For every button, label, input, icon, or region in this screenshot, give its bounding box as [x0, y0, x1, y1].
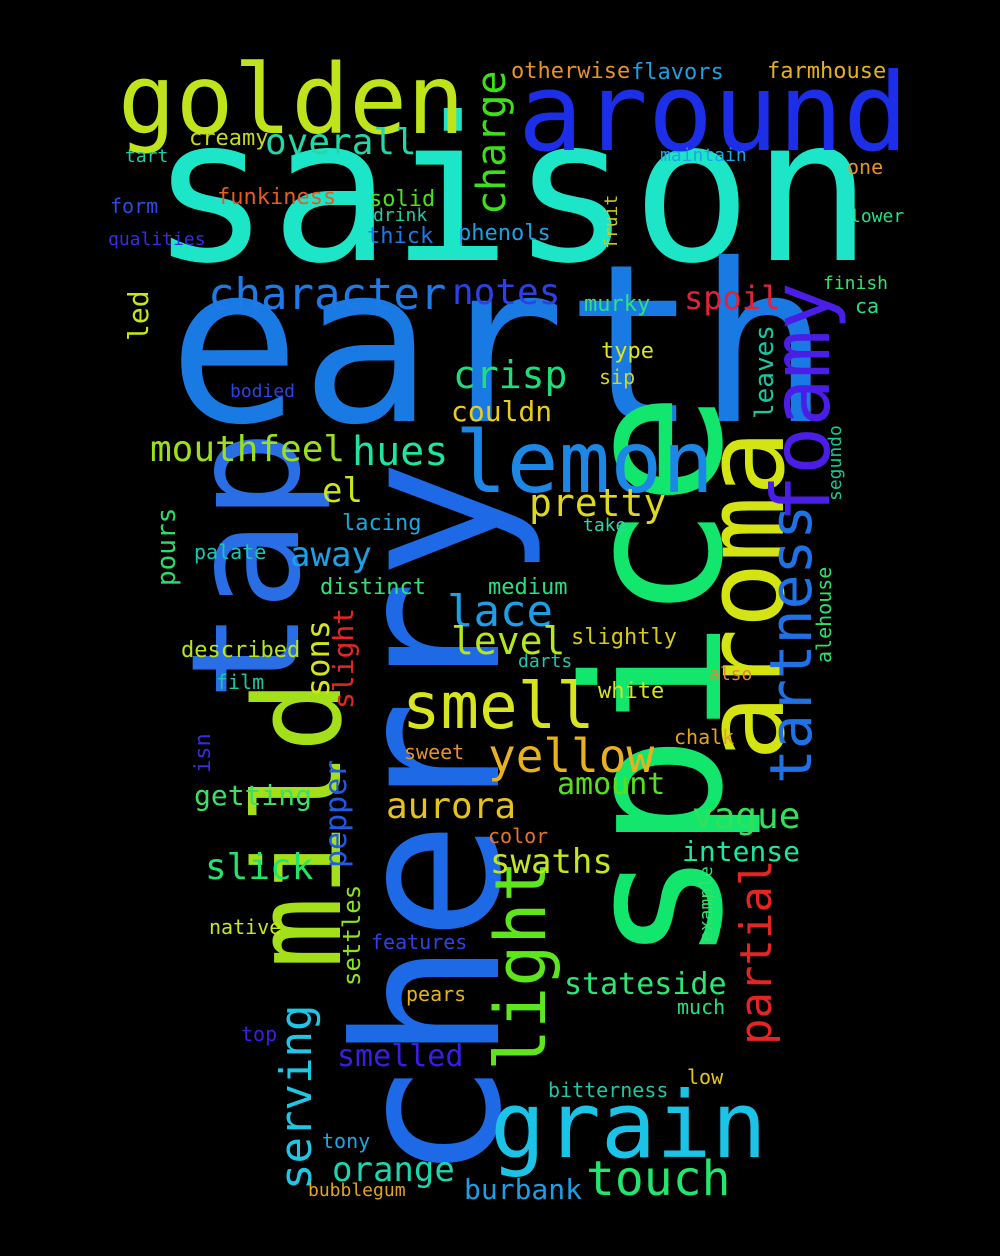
- word-medium: medium: [488, 575, 568, 600]
- word-white: white: [598, 679, 665, 704]
- word-notes: notes: [452, 272, 561, 313]
- word-drink: drink: [373, 205, 428, 226]
- word-partial: partial: [731, 859, 782, 1045]
- word-funkiness: funkiness: [217, 185, 337, 210]
- word-touch: touch: [586, 1151, 731, 1207]
- word-slight: slight: [327, 607, 360, 709]
- word-pears: pears: [406, 982, 467, 1006]
- word-stateside: stateside: [564, 967, 727, 1002]
- word-light: light: [480, 860, 562, 1071]
- word-lace: lace: [447, 586, 553, 637]
- word-orange: orange: [332, 1150, 455, 1190]
- word-low: low: [687, 1065, 724, 1089]
- word-burbank: burbank: [464, 1173, 583, 1206]
- word-smell: smell: [402, 670, 595, 744]
- word-amount: amount: [557, 767, 666, 802]
- word-solid: solid: [369, 187, 436, 212]
- word-sweet: sweet: [404, 740, 465, 764]
- word-bitterness: bitterness: [548, 1078, 669, 1102]
- word-tart: tart: [125, 146, 169, 167]
- word-top: top: [241, 1022, 278, 1046]
- word-tony: tony: [322, 1129, 371, 1153]
- word-around: around: [518, 51, 909, 176]
- word-pepper: pepper: [319, 759, 354, 868]
- word-color: color: [488, 824, 549, 848]
- word-pours: pours: [152, 507, 182, 586]
- word-otherwise: otherwise: [511, 59, 631, 84]
- word-sip: sip: [599, 365, 636, 389]
- word-lemon: lemon: [455, 413, 714, 513]
- word-led: led: [122, 290, 155, 341]
- word-couldn: couldn: [451, 395, 553, 428]
- word-bodied: bodied: [230, 381, 296, 402]
- word-features: features: [371, 930, 468, 954]
- word-crisp: crisp: [453, 353, 568, 397]
- word-maintain: maintain: [660, 145, 747, 166]
- word-level: level: [451, 619, 566, 663]
- word-also: also: [709, 664, 753, 685]
- word-getting: getting: [194, 779, 313, 812]
- word-saison: saison: [150, 75, 873, 308]
- word-bubblegum: bubblegum: [308, 1180, 406, 1201]
- word-spoil: spoil: [684, 279, 781, 317]
- word-away: away: [290, 535, 372, 575]
- word-form: form: [110, 194, 159, 218]
- word-described: described: [181, 638, 301, 663]
- word-qualities: qualities: [108, 229, 206, 250]
- word-one: one: [847, 155, 884, 179]
- word-type: type: [601, 339, 654, 364]
- word-serving: serving: [271, 1004, 322, 1190]
- word-isn: isn: [191, 733, 216, 773]
- word-settles: settles: [338, 884, 366, 986]
- word-intense: intense: [682, 835, 801, 868]
- word-chalk: chalk: [674, 725, 735, 749]
- word-example: example: [696, 866, 717, 942]
- word-ca: ca: [855, 294, 880, 318]
- word-swaths: swaths: [490, 842, 613, 882]
- word-palate: palate: [194, 540, 267, 564]
- word-grain: grain: [490, 1072, 767, 1179]
- word-finish: finish: [823, 273, 889, 294]
- word-smelled: smelled: [337, 1039, 464, 1074]
- word-slick: slick: [205, 847, 314, 888]
- word-fruit: fruit: [601, 194, 622, 249]
- word-distinct: distinct: [320, 575, 426, 600]
- word-native: native: [209, 915, 282, 939]
- word-flavors: flavors: [631, 60, 724, 85]
- word-yellow: yellow: [488, 729, 655, 783]
- word-darts: darts: [518, 651, 573, 672]
- word-segundo: segundo: [825, 425, 846, 501]
- word-film: film: [216, 670, 265, 694]
- word-charge: charge: [469, 70, 515, 216]
- word-leaves: leaves: [750, 325, 780, 419]
- word-aurora: aurora: [386, 786, 517, 827]
- word-golden: golden: [118, 44, 465, 156]
- word-vague: vague: [692, 796, 801, 837]
- word-hues: hues: [352, 429, 449, 475]
- word-phenols: phenols: [458, 221, 551, 246]
- word-character: character: [208, 269, 447, 320]
- word-creamy: creamy: [189, 126, 269, 151]
- word-mouthfeel: mouthfeel: [150, 429, 346, 470]
- word-pretty: pretty: [529, 481, 667, 525]
- word-lower: lower: [850, 206, 905, 227]
- word-overall: overall: [265, 122, 417, 163]
- word-much: much: [677, 995, 726, 1019]
- word-alehouse: alehouse: [812, 566, 836, 663]
- word-take: take: [583, 515, 627, 536]
- word-earth: earth: [168, 217, 831, 473]
- word-farmhouse: farmhouse: [767, 59, 887, 84]
- word-murky: murky: [584, 292, 651, 317]
- word-thick: thick: [367, 224, 434, 249]
- word-lacing: lacing: [342, 511, 422, 536]
- word-slightly: slightly: [571, 625, 677, 650]
- word-el: el: [322, 471, 363, 511]
